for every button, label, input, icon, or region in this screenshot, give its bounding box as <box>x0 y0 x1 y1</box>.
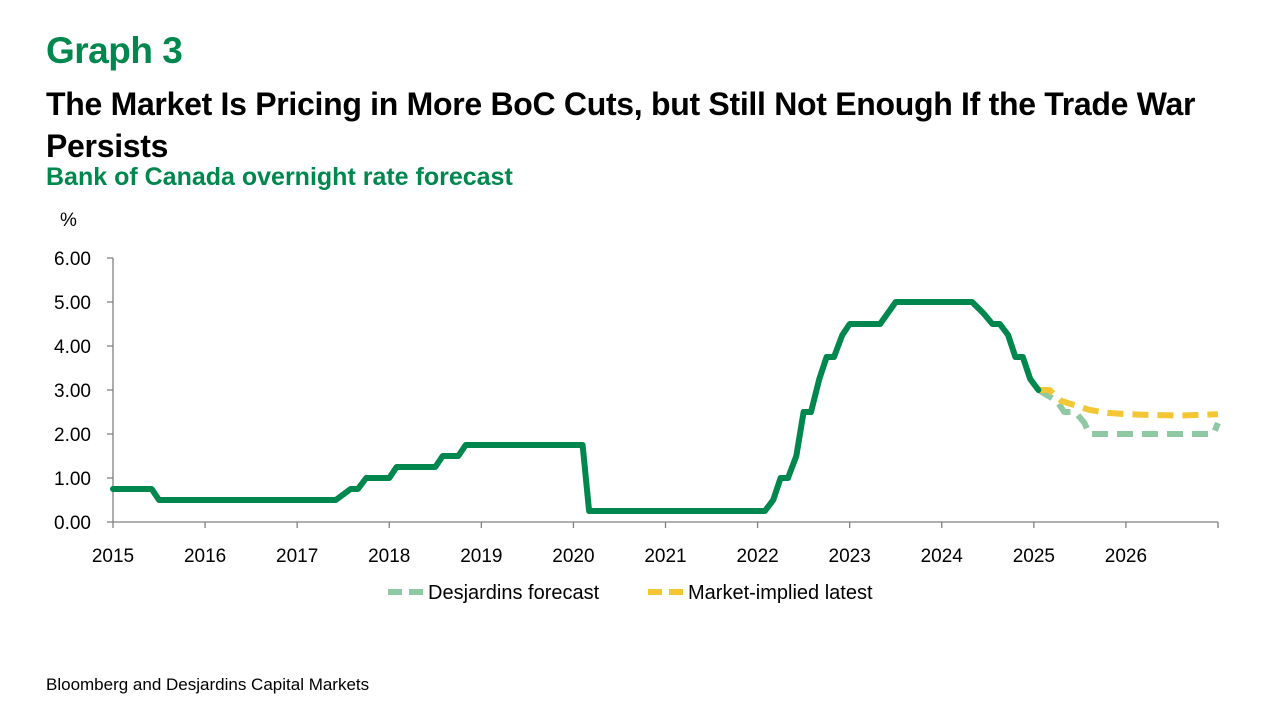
chart-axes: 0.00 1.00 2.00 3.00 4.00 5.00 6.00 2015 2016 2017… <box>54 249 1219 567</box>
chart-subtitle: Bank of Canada overnight rate forecast <box>46 163 513 191</box>
x-tick-label: 2019 <box>460 546 502 567</box>
x-tick-label: 2025 <box>1013 546 1055 567</box>
y-tick-label: 6.00 <box>54 249 91 270</box>
chart-legend: Desjardins forecast Market-implied latest <box>388 582 873 604</box>
series-line-actual <box>110 299 1042 514</box>
legend-label: Desjardins forecast <box>428 582 600 604</box>
x-tick-label: 2022 <box>736 546 778 567</box>
x-tick-label: 2024 <box>921 546 964 567</box>
y-axis-unit-label: % <box>60 210 77 231</box>
series-layer <box>110 299 1221 514</box>
y-tick-label: 1.00 <box>54 469 91 490</box>
x-tick-label: 2018 <box>368 546 410 567</box>
y-tick-label: 3.00 <box>54 381 91 402</box>
source-note: Bloomberg and Desjardins Capital Markets <box>46 675 370 694</box>
x-tick-label: 2016 <box>184 546 226 567</box>
x-tick-label: 2026 <box>1105 546 1147 567</box>
x-tick-label: 2020 <box>552 546 594 567</box>
y-tick-label: 0.00 <box>54 513 91 534</box>
legend-label: Market-implied latest <box>688 582 873 604</box>
x-tick-label: 2021 <box>644 546 686 567</box>
chart-title: The Market Is Pricing in More BoC Cuts, … <box>46 86 1196 164</box>
x-tick-label: 2023 <box>829 546 871 567</box>
series-line-market-implied <box>1038 387 1219 419</box>
y-tick-label: 2.00 <box>54 425 91 446</box>
x-tick-label: 2015 <box>92 546 134 567</box>
graph-number-label: Graph 3 <box>46 30 183 71</box>
x-tick-label: 2017 <box>276 546 318 567</box>
y-tick-label: 5.00 <box>54 293 91 314</box>
series-line-desjardins-forecast <box>1036 387 1221 437</box>
y-tick-label: 4.00 <box>54 337 91 358</box>
